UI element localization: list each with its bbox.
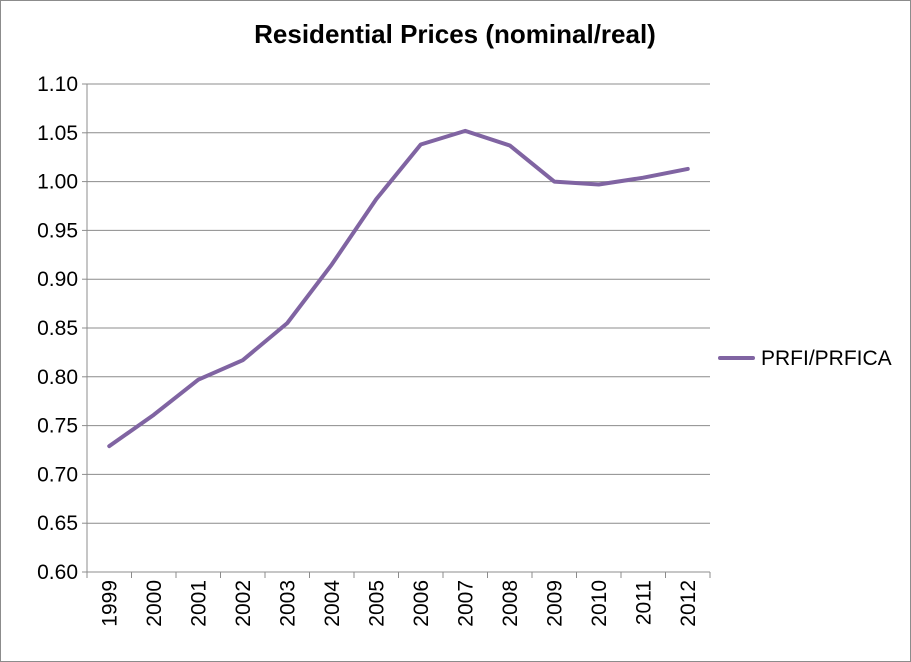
x-tick-label: 2008 — [499, 580, 522, 627]
legend-label: PRFI/PRFICA — [761, 347, 892, 370]
axes — [82, 83, 711, 578]
x-tick-label: 2002 — [232, 580, 255, 627]
x-tick-label: 2001 — [187, 580, 210, 627]
gridlines — [87, 83, 710, 524]
y-tick-label: 0.65 — [37, 512, 78, 535]
x-tick-label: 2004 — [321, 580, 344, 627]
y-tick-label: 0.85 — [37, 317, 78, 340]
series-layer — [107, 128, 690, 449]
y-tick-label: 1.05 — [37, 122, 78, 145]
y-tick-label: 0.80 — [37, 366, 78, 389]
x-tick-label: 2005 — [365, 580, 388, 627]
y-axis-tick-labels: 0.60 0.65 0.70 0.75 0.80 0.85 0.90 0.95 1.00 1.05… — [37, 73, 78, 584]
y-tick-label: 0.90 — [37, 268, 78, 291]
y-tick-label: 1.00 — [37, 171, 78, 194]
x-tick-label: 2003 — [276, 580, 299, 627]
y-tick-label: 0.95 — [37, 219, 78, 242]
y-tick-label: 0.60 — [37, 561, 78, 584]
series-line — [107, 128, 690, 449]
x-tick-label: 2006 — [410, 580, 433, 627]
x-axis-tick-labels: 1999 2000 2001 2002 2003 2004 2005 2006 2007 2008… — [98, 580, 700, 627]
x-tick-label: 2010 — [588, 580, 611, 627]
x-tick-label: 2009 — [543, 580, 566, 627]
chart-title: Residential Prices (nominal/real) — [254, 19, 656, 49]
x-tick-label: 2011 — [632, 580, 655, 625]
x-tick-label: 2012 — [677, 580, 700, 627]
legend: PRFI/PRFICA — [718, 347, 892, 370]
x-tick-label: 2007 — [454, 580, 477, 627]
x-tick-label: 1999 — [98, 580, 121, 627]
y-tick-label: 1.10 — [37, 73, 78, 96]
x-tick-label: 2000 — [143, 580, 166, 627]
y-tick-label: 0.70 — [37, 463, 78, 486]
y-tick-label: 0.75 — [37, 415, 78, 438]
